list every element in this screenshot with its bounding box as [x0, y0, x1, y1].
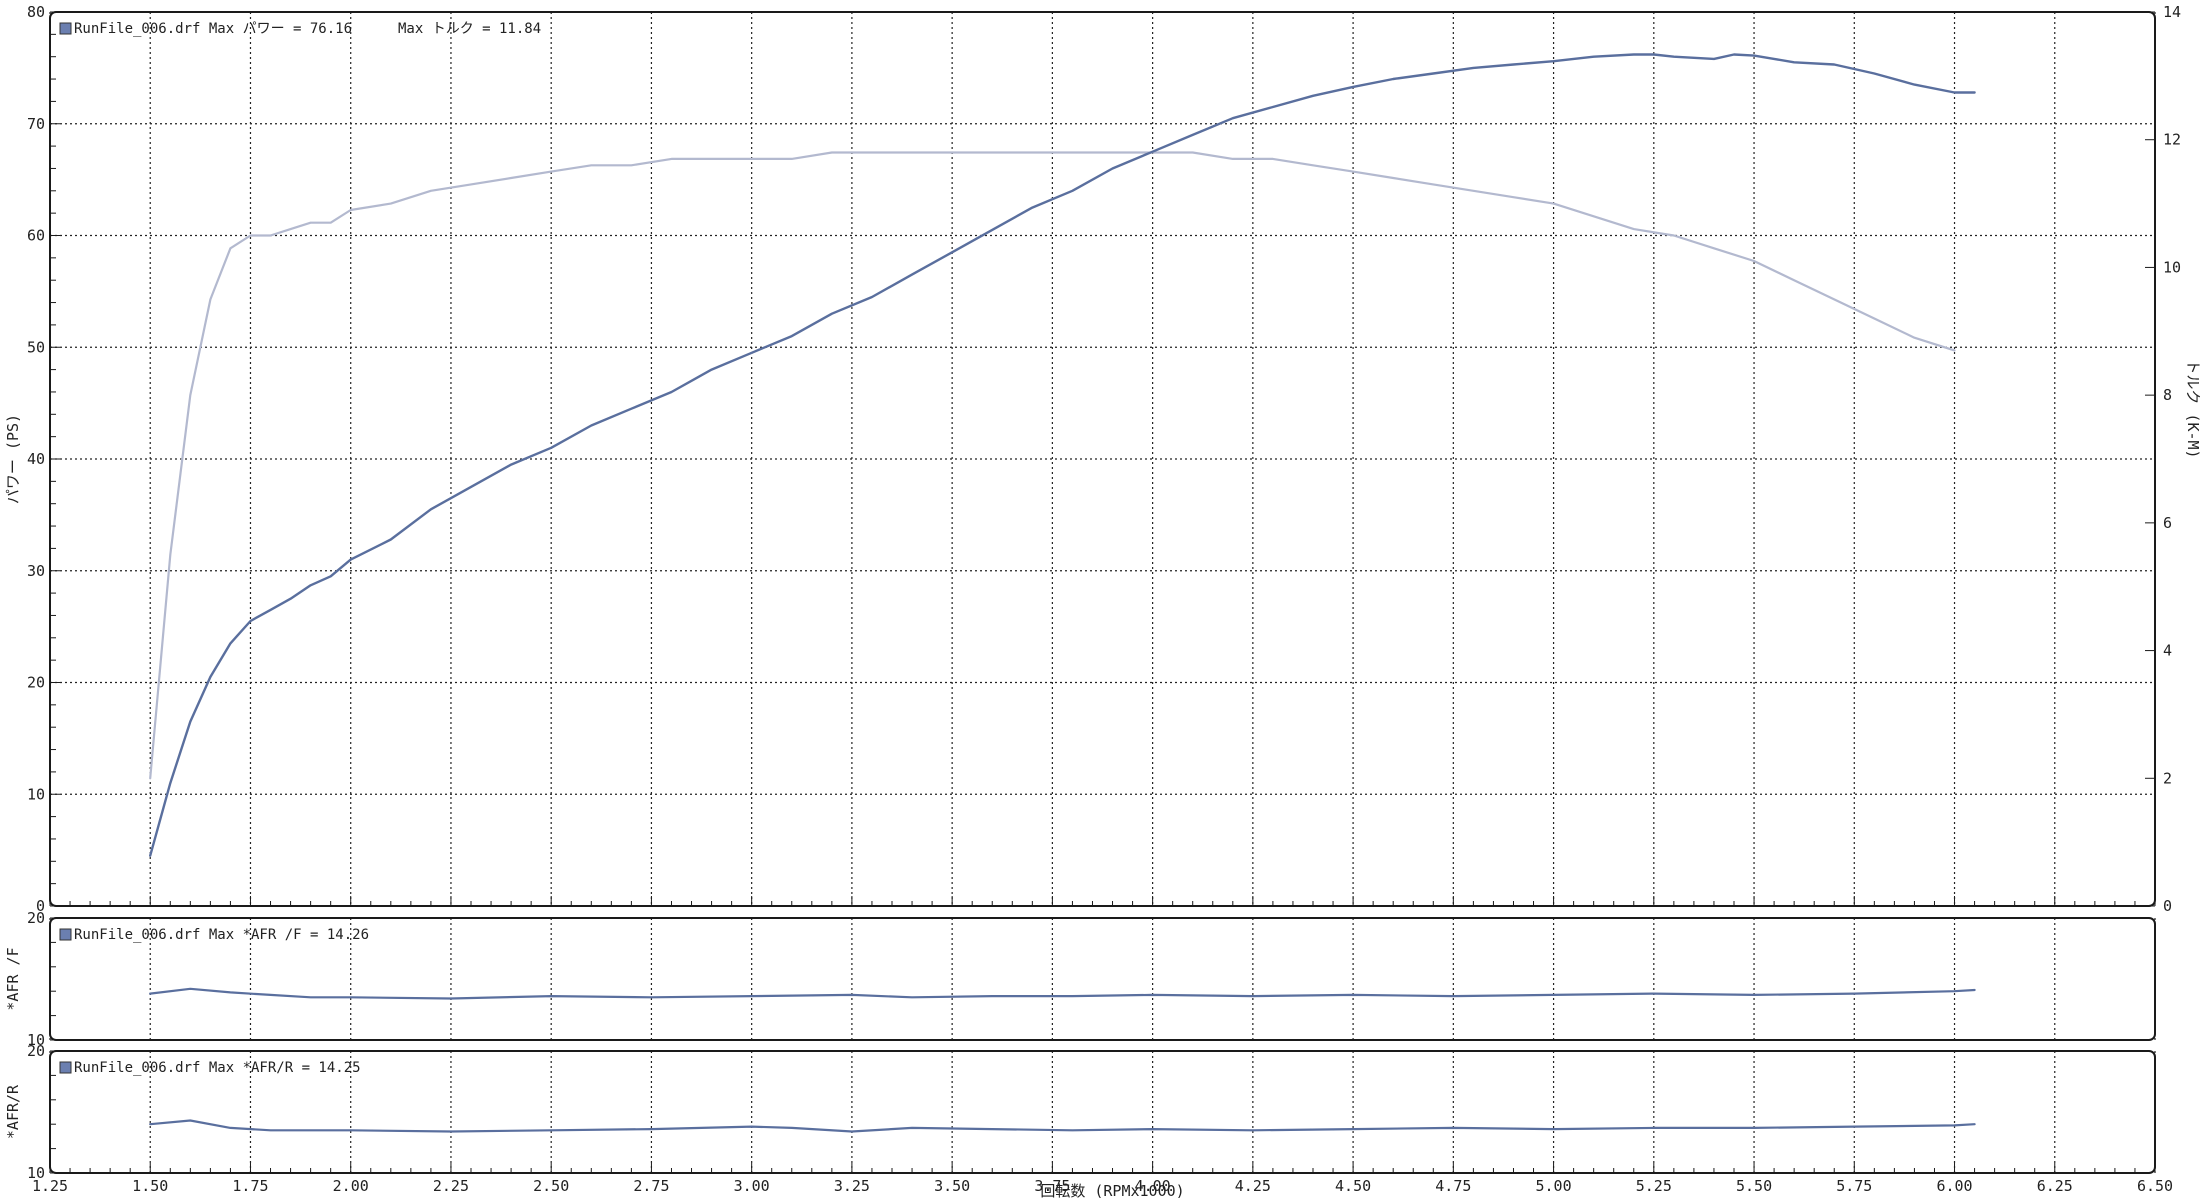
y2-tick-label: 4	[2163, 642, 2172, 660]
y2-tick-label: 10	[2163, 258, 2181, 276]
afr-f-y-tick-label: 20	[27, 909, 45, 927]
afr-r-frame	[49, 1050, 2156, 1174]
y2-tick-label: 14	[2163, 3, 2181, 21]
x-tick-label: 6.00	[1936, 1177, 1972, 1195]
x-tick-label: 5.25	[1636, 1177, 1672, 1195]
x-tick-label: 3.25	[834, 1177, 870, 1195]
y-tick-label: 0	[36, 897, 45, 915]
afr-f-y-tick-label: 10	[27, 1031, 45, 1049]
afr-r-y-tick-label: 10	[27, 1164, 45, 1182]
x-tick-label: 4.50	[1335, 1177, 1371, 1195]
y2-tick-label: 12	[2163, 131, 2181, 149]
power-series-line	[149, 53, 1976, 857]
main-frame	[49, 11, 2156, 907]
afr-f-axis-title: *AFR /F	[4, 947, 22, 1010]
x-tick-label: 1.75	[232, 1177, 268, 1195]
y2-tick-label: 2	[2163, 769, 2172, 787]
x-tick-label: 3.50	[934, 1177, 970, 1195]
y-tick-label: 30	[27, 562, 45, 580]
y-tick-label: 60	[27, 227, 45, 245]
x-tick-label: 4.25	[1235, 1177, 1271, 1195]
x-tick-label: 4.00	[1135, 1177, 1171, 1195]
main-legend-swatch	[59, 22, 72, 35]
y-tick-label: 70	[27, 115, 45, 133]
x-tick-label: 5.00	[1536, 1177, 1572, 1195]
x-tick-label: 4.75	[1435, 1177, 1471, 1195]
y2-axis-title: トルク (K-M)	[2184, 359, 2202, 458]
afr-f-legend-swatch	[59, 928, 72, 941]
y2-tick-label: 8	[2163, 386, 2172, 404]
x-tick-label: 1.50	[132, 1177, 168, 1195]
x-tick-label: 6.50	[2137, 1177, 2173, 1195]
x-tick-label: 2.00	[333, 1177, 369, 1195]
afr-r-axis-title: *AFR/R	[4, 1084, 22, 1139]
afr-r-legend-label: RunFile_006.drf Max *AFR/R = 14.25	[74, 1060, 361, 1076]
main-panel	[49, 11, 2156, 907]
y-tick-label: 20	[27, 674, 45, 692]
x-tick-label: 3.00	[734, 1177, 770, 1195]
torque-series-line	[149, 151, 1956, 780]
y-tick-label: 40	[27, 450, 45, 468]
x-tick-label: 2.25	[433, 1177, 469, 1195]
afr-f-panel	[49, 917, 2156, 1041]
main-legend-label-2: Max トルク = 11.84	[398, 21, 541, 37]
y-tick-label: 80	[27, 3, 45, 21]
x-tick-label: 5.50	[1736, 1177, 1772, 1195]
afr-f-series-line	[149, 987, 1976, 1000]
afr-f-legend-label: RunFile_006.drf Max *AFR /F = 14.26	[74, 927, 369, 943]
x-tick-label: 1.25	[32, 1177, 68, 1195]
main-legend-label: RunFile_006.drf Max パワー = 76.16	[74, 21, 352, 37]
x-tick-label: 5.75	[1836, 1177, 1872, 1195]
y-tick-label: 50	[27, 338, 45, 356]
x-tick-label: 3.75	[1034, 1177, 1070, 1195]
y-tick-label: 10	[27, 785, 45, 803]
afr-r-series-line	[149, 1119, 1976, 1133]
x-tick-label: 6.25	[2037, 1177, 2073, 1195]
y2-tick-label: 0	[2163, 897, 2172, 915]
afr-r-panel	[49, 1050, 2156, 1174]
afr-r-y-tick-label: 20	[27, 1042, 45, 1060]
y-axis-title: パワー (PS)	[4, 414, 22, 504]
afr-r-legend-swatch	[59, 1061, 72, 1074]
x-tick-label: 2.75	[633, 1177, 669, 1195]
y2-tick-label: 6	[2163, 514, 2172, 532]
x-tick-label: 2.50	[533, 1177, 569, 1195]
afr-f-frame	[49, 917, 2156, 1041]
x-axis-title: 回転数 (RPMx1000)	[1040, 1182, 1184, 1199]
